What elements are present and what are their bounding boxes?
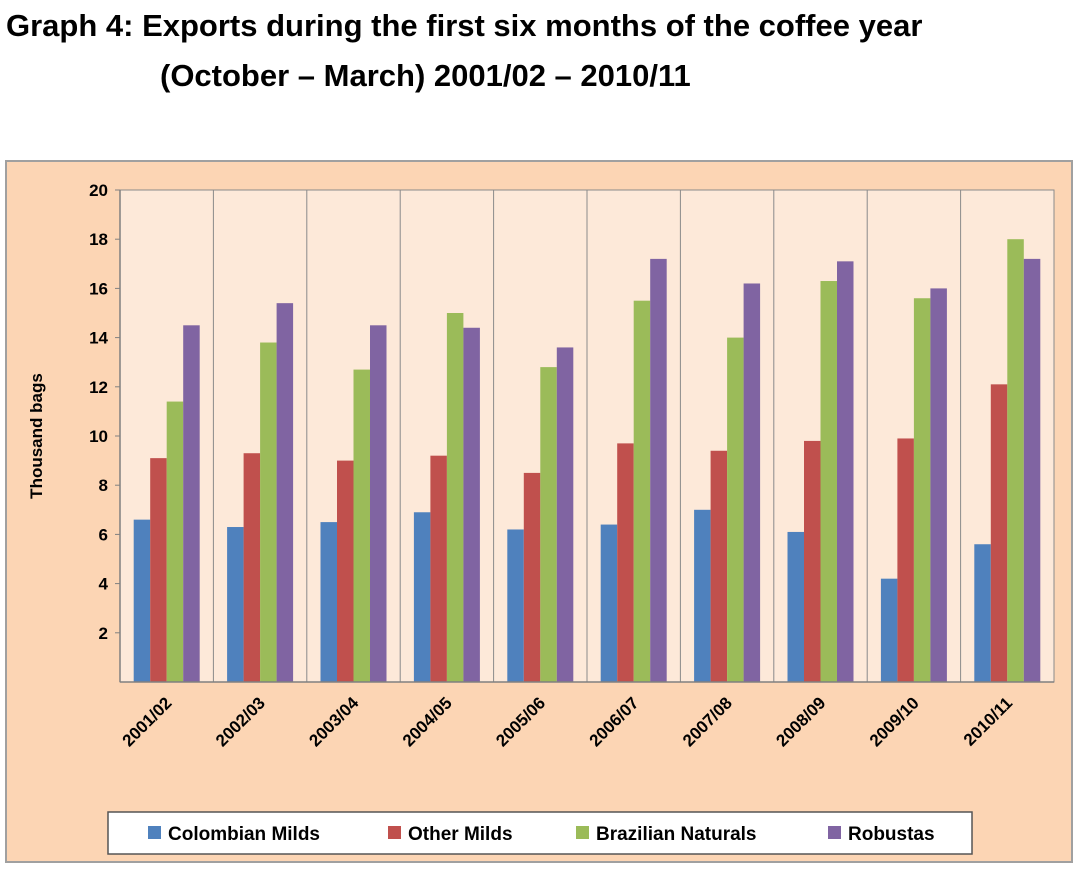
x-tick-label: 2006/07 xyxy=(586,693,643,750)
x-tick-labels: 2001/02 2002/03 2003/04 2004/05 2005/06 2006/… xyxy=(119,693,1016,750)
bar-other-milds-2006-07 xyxy=(617,443,634,682)
y-tick-label: 2 xyxy=(99,624,108,643)
bar-brazilian-naturals-2004-05 xyxy=(446,313,464,682)
bar-colombian-milds-2005-06 xyxy=(507,529,524,682)
x-tick-label: 2008/09 xyxy=(772,693,829,750)
bar-other-milds-2002-03 xyxy=(243,453,261,682)
legend-swatch-colombian-milds xyxy=(148,826,161,839)
legend-label-other-milds: Other Milds xyxy=(408,824,513,845)
y-tick-label: 18 xyxy=(89,230,108,249)
y-tick-label: 8 xyxy=(99,476,108,495)
y-tick-label: 20 xyxy=(89,181,108,200)
chart-title-line-1: Graph 4: Exports during the first six mo… xyxy=(6,8,923,43)
bar-other-milds-2008-09 xyxy=(804,440,821,682)
y-tick-label: 4 xyxy=(99,575,109,594)
chart-title-line-2: (October – March) 2001/02 – 2010/11 xyxy=(160,58,691,93)
bar-brazilian-naturals-2006-07 xyxy=(633,300,651,682)
bar-other-milds-2010-11 xyxy=(990,384,1008,682)
bars xyxy=(133,239,1041,682)
bar-other-milds-2005-06 xyxy=(523,472,541,682)
bar-brazilian-naturals-2009-10 xyxy=(913,298,931,682)
bar-other-milds-2007-08 xyxy=(710,450,728,682)
y-axis-label: Thousand bags xyxy=(27,373,46,499)
bar-robustas-2002-03 xyxy=(276,303,294,682)
x-tick-label: 2009/10 xyxy=(866,693,923,750)
legend-label-colombian-milds: Colombian Milds xyxy=(168,824,320,845)
x-tick-label: 2004/05 xyxy=(399,693,456,750)
bar-robustas-2005-06 xyxy=(556,347,574,682)
bar-other-milds-2009-10 xyxy=(897,438,914,682)
bar-brazilian-naturals-2002-03 xyxy=(260,342,277,682)
legend-swatch-robustas xyxy=(828,826,841,839)
bar-colombian-milds-2007-08 xyxy=(694,509,711,682)
bar-colombian-milds-2008-09 xyxy=(787,531,804,682)
bar-colombian-milds-2003-04 xyxy=(320,522,337,682)
legend-label-robustas: Robustas xyxy=(848,824,935,845)
axes xyxy=(115,189,1055,683)
bar-brazilian-naturals-2003-04 xyxy=(353,369,370,682)
bar-robustas-2008-09 xyxy=(837,261,854,682)
bar-robustas-2009-10 xyxy=(930,288,947,682)
bar-robustas-2001-02 xyxy=(183,325,200,682)
y-tick-label: 10 xyxy=(89,427,108,446)
legend-swatch-brazilian-naturals xyxy=(576,826,589,839)
bar-brazilian-naturals-2007-08 xyxy=(727,337,744,682)
bar-robustas-2006-07 xyxy=(650,258,667,682)
x-tick-label: 2001/02 xyxy=(119,693,176,750)
x-tick-label: 2007/08 xyxy=(679,693,736,750)
legend: Colombian Milds Other Milds Brazilian Natu… xyxy=(107,811,973,855)
bar-brazilian-naturals-2005-06 xyxy=(540,367,557,682)
bar-other-milds-2001-02 xyxy=(150,458,167,682)
bar-colombian-milds-2001-02 xyxy=(133,519,151,682)
y-tick-label: 16 xyxy=(89,279,108,298)
bar-robustas-2004-05 xyxy=(463,327,480,682)
x-tick-label: 2002/03 xyxy=(212,693,269,750)
bar-colombian-milds-2006-07 xyxy=(600,524,618,682)
bar-colombian-milds-2004-05 xyxy=(413,512,431,682)
x-tick-label: 2005/06 xyxy=(492,693,549,750)
bar-colombian-milds-2010-11 xyxy=(974,544,991,682)
bar-robustas-2010-11 xyxy=(1023,258,1041,682)
bar-brazilian-naturals-2008-09 xyxy=(820,281,837,682)
bar-other-milds-2003-04 xyxy=(337,460,354,682)
legend-swatch-other-milds xyxy=(388,826,401,839)
bar-robustas-2003-04 xyxy=(370,325,387,682)
bar-colombian-milds-2009-10 xyxy=(880,578,898,682)
y-tick-label: 12 xyxy=(89,378,108,397)
x-tick-label: 2010/11 xyxy=(960,693,1016,749)
legend-label-brazilian-naturals: Brazilian Naturals xyxy=(596,824,757,845)
y-tick-label: 14 xyxy=(89,329,108,348)
bar-brazilian-naturals-2001-02 xyxy=(166,401,184,682)
y-tick-label: 6 xyxy=(99,525,108,544)
bar-brazilian-naturals-2010-11 xyxy=(1007,239,1024,682)
y-tick-labels: 2 4 6 8 10 12 14 16 18 20 xyxy=(89,181,108,643)
bar-other-milds-2004-05 xyxy=(430,455,447,682)
bar-robustas-2007-08 xyxy=(743,283,761,682)
bar-colombian-milds-2002-03 xyxy=(227,527,244,682)
x-tick-label: 2003/04 xyxy=(305,693,362,750)
